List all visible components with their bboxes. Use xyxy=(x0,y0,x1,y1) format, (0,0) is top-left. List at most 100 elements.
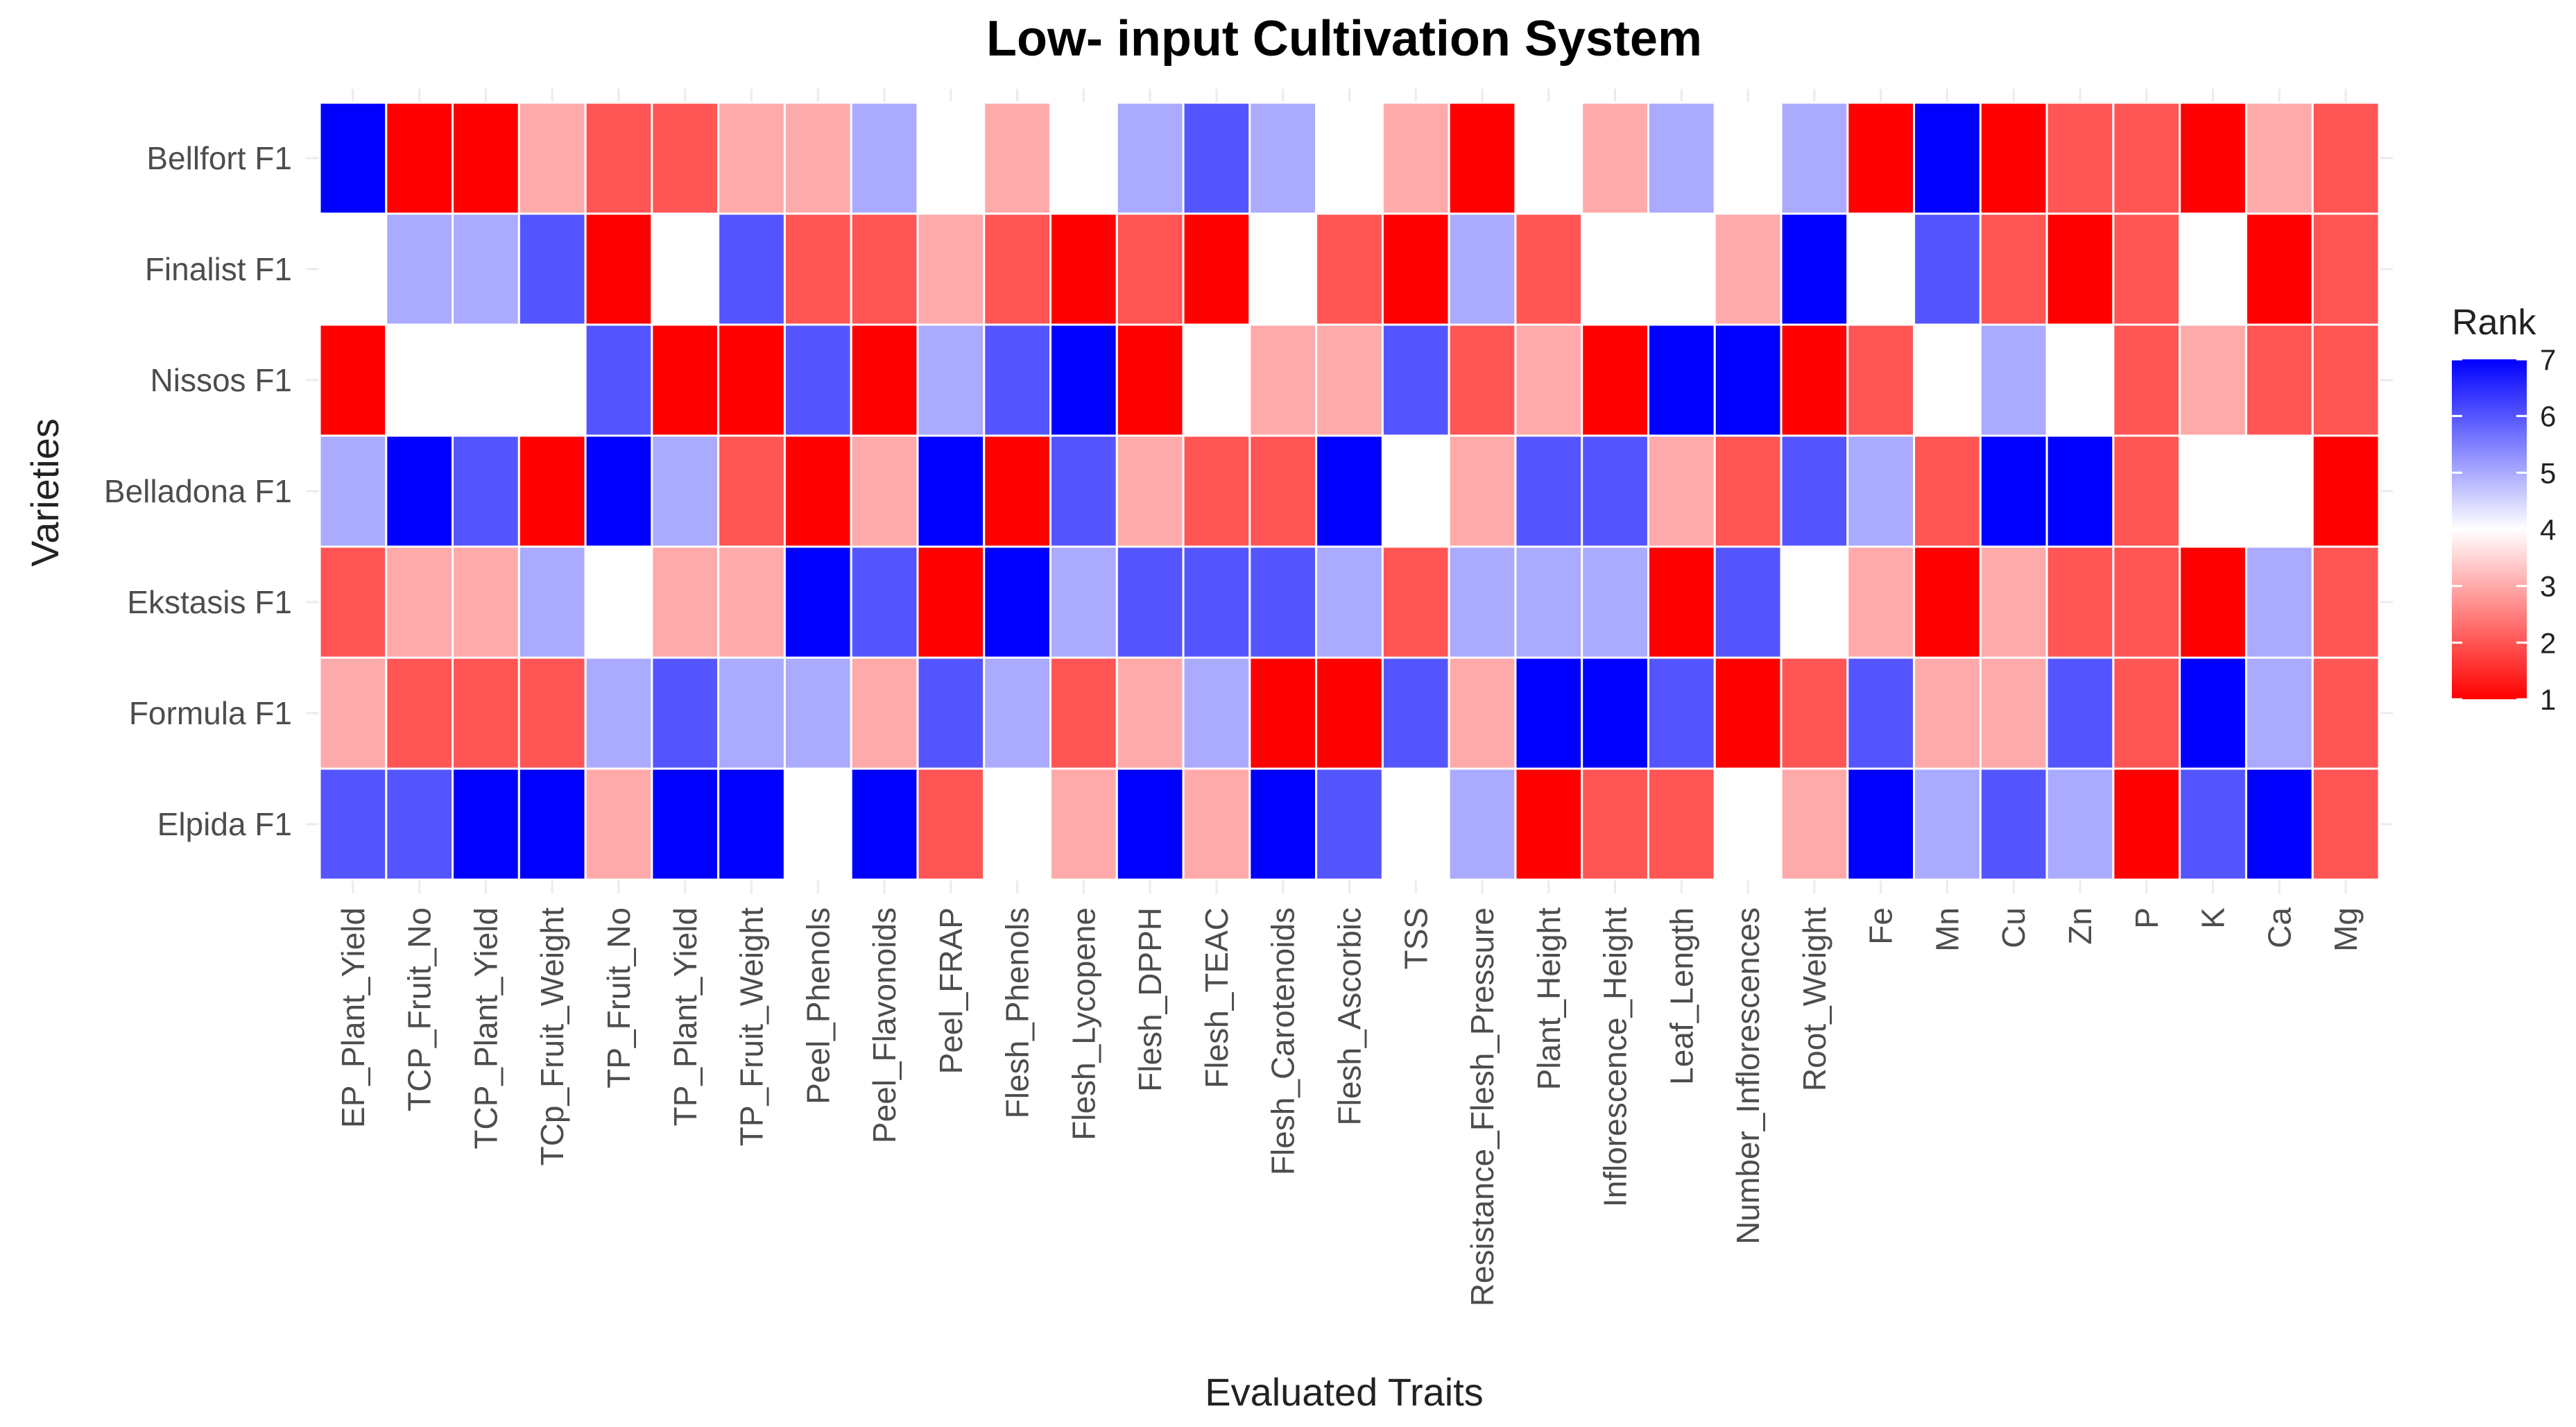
heatmap-cell xyxy=(1182,545,1251,659)
heatmap-cell xyxy=(2311,767,2380,881)
heatmap-cell xyxy=(1115,656,1185,770)
heatmap-cell xyxy=(1248,656,1318,770)
heatmap-cell xyxy=(1647,767,1716,881)
heatmap-cell xyxy=(1448,434,1517,548)
legend-tick-label: 1 xyxy=(2540,683,2556,716)
heatmap-cell xyxy=(1514,656,1583,770)
heatmap-cell xyxy=(1581,323,1649,437)
heatmap-cell xyxy=(1846,545,1916,659)
heatmap-cell xyxy=(1581,101,1649,215)
heatmap-cell xyxy=(2179,323,2247,437)
heatmap-cell xyxy=(1115,545,1185,659)
heatmap-cell xyxy=(385,323,454,437)
heatmap-cell xyxy=(318,767,388,881)
x-tick-label: Plant_Height xyxy=(1531,907,1567,1091)
x-tick-label: Leaf_Length xyxy=(1663,907,1699,1085)
heatmap-cell xyxy=(1979,323,2048,437)
heatmap-cell xyxy=(1248,101,1318,215)
heatmap-cell xyxy=(1381,656,1450,770)
x-tick-label: Flesh_Lycopene xyxy=(1065,907,1101,1140)
heatmap-cell xyxy=(318,656,388,770)
heatmap-cell xyxy=(1448,212,1517,326)
y-axis-title: Varieties xyxy=(23,418,67,567)
heatmap-cell xyxy=(2311,101,2380,215)
heatmap-cell xyxy=(2112,434,2181,548)
heatmap-cell xyxy=(1713,656,1783,770)
heatmap-cell xyxy=(1248,434,1318,548)
heatmap-cell xyxy=(1248,767,1318,881)
chart-title: Low- input Cultivation System xyxy=(986,11,1702,67)
heatmap-cell xyxy=(1448,101,1517,215)
heatmap-cell xyxy=(2244,323,2314,437)
heatmap-cell xyxy=(1647,545,1716,659)
heatmap-cell xyxy=(1581,434,1649,548)
heatmap-cell xyxy=(1913,767,1982,881)
heatmap-cell xyxy=(1315,212,1384,326)
heatmap-cell xyxy=(1647,101,1716,215)
heatmap-cell xyxy=(2112,545,2181,659)
legend-tick-label: 5 xyxy=(2540,456,2556,489)
heatmap-cell xyxy=(1381,212,1450,326)
x-tick-label: Inflorescence_Height xyxy=(1597,907,1633,1207)
y-tick-label: Formula F1 xyxy=(129,695,292,731)
heatmap-cell xyxy=(717,212,786,326)
heatmap-cell xyxy=(1315,545,1384,659)
heatmap-cell xyxy=(1913,656,1982,770)
heatmap-cell xyxy=(850,545,919,659)
heatmap-cell xyxy=(651,545,720,659)
x-axis-title: Evaluated Traits xyxy=(1205,1370,1484,1414)
heatmap-cell xyxy=(1182,212,1251,326)
heatmap-cell xyxy=(850,323,919,437)
heatmap-cell xyxy=(1514,434,1583,548)
heatmap-cell xyxy=(2244,656,2314,770)
heatmap-cell xyxy=(584,434,653,548)
x-tick-label: Flesh_Carotenoids xyxy=(1265,907,1301,1175)
heatmap-cell xyxy=(385,656,454,770)
heatmap-cell xyxy=(1115,434,1185,548)
heatmap-cell xyxy=(983,434,1052,548)
heatmap-cell xyxy=(1315,656,1384,770)
heatmap-cell xyxy=(2045,656,2115,770)
heatmap-cell xyxy=(717,434,786,548)
heatmap-cell xyxy=(318,545,388,659)
y-tick-label: Ekstasis F1 xyxy=(127,584,292,620)
heatmap-cell xyxy=(584,212,653,326)
heatmap-cell xyxy=(2045,434,2115,548)
legend-tick-label: 6 xyxy=(2540,400,2556,433)
heatmap-cell xyxy=(1780,212,1849,326)
y-tick-label: Bellfort F1 xyxy=(146,140,292,176)
heatmap-cell xyxy=(2045,767,2115,881)
x-tick-label: Peel_FRAP xyxy=(933,907,969,1074)
heatmap-cell xyxy=(1713,101,1783,215)
legend-tick-label: 7 xyxy=(2540,343,2556,376)
x-tick-label: Mg xyxy=(2328,907,2364,952)
heatmap-cell xyxy=(452,323,520,437)
x-tick-label: EP_Plant_Yield xyxy=(335,907,371,1128)
x-tick-label: Root_Weight xyxy=(1796,907,1832,1091)
heatmap-cell xyxy=(1514,323,1583,437)
heatmap-cell xyxy=(2244,212,2314,326)
heatmap-cell xyxy=(651,767,720,881)
heatmap-cell xyxy=(1182,323,1251,437)
heatmap-cell xyxy=(1979,767,2048,881)
heatmap-cell xyxy=(1381,323,1450,437)
heatmap-cell xyxy=(1381,434,1450,548)
heatmap-cell xyxy=(1315,323,1384,437)
heatmap-cell xyxy=(717,545,786,659)
heatmap-cell xyxy=(584,767,653,881)
x-tick-label: Mn xyxy=(1929,907,1965,952)
heatmap-cell xyxy=(2311,323,2380,437)
x-tick-label: TCp_Fruit_Weight xyxy=(534,907,570,1166)
heatmap-cell xyxy=(1780,545,1849,659)
heatmap-cell xyxy=(983,545,1052,659)
heatmap-cell xyxy=(452,212,520,326)
heatmap-cell xyxy=(916,323,986,437)
heatmap-cell xyxy=(1448,656,1517,770)
heatmap-cell xyxy=(2045,545,2115,659)
heatmap-cell xyxy=(1713,212,1783,326)
heatmap-cell xyxy=(1049,767,1118,881)
heatmap-cell xyxy=(651,101,720,215)
heatmap-cell xyxy=(1315,434,1384,548)
heatmap-cell xyxy=(1115,323,1185,437)
heatmap-cell xyxy=(1913,434,1982,548)
